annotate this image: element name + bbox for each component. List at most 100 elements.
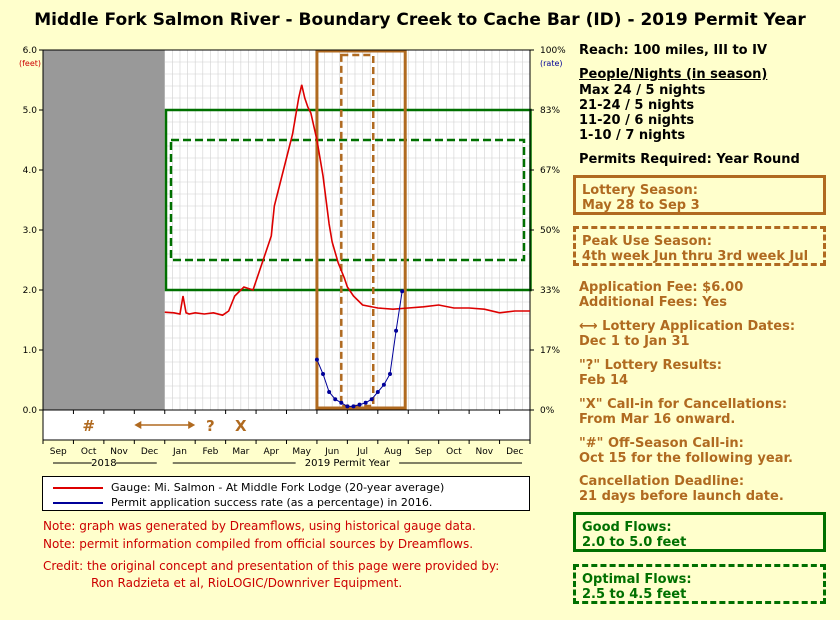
y2-tick-label: 50% bbox=[540, 226, 560, 236]
info-additional-fees: Additional Fees: Yes bbox=[579, 295, 727, 310]
x-tick-label: Sep bbox=[415, 447, 432, 457]
good-flows-title: Good Flows: bbox=[582, 520, 672, 535]
y-tick-label: 1.0 bbox=[23, 346, 38, 356]
double-arrow-icon: ⟷ bbox=[579, 319, 598, 334]
x-tick-label: Feb bbox=[202, 447, 218, 457]
info-people-1: Max 24 / 5 nights bbox=[579, 83, 706, 98]
info-people-4: 1-10 / 7 nights bbox=[579, 128, 686, 143]
permit-point bbox=[387, 372, 392, 376]
off-season-shade bbox=[43, 50, 165, 410]
info-results-date: Feb 14 bbox=[579, 373, 629, 388]
permit-point bbox=[381, 382, 386, 387]
info-app-fee: Application Fee: $6.00 bbox=[579, 280, 744, 295]
x-tick-label: Nov bbox=[476, 447, 494, 457]
y-tick-label: 2.0 bbox=[23, 286, 38, 296]
x-tick-label: Dec bbox=[141, 447, 158, 457]
legend-permit-swatch bbox=[53, 502, 103, 504]
legend-permit-label: Permit application success rate (as a pe… bbox=[111, 496, 433, 509]
peak-use-dates: 4th week Jun thru 3rd week Jul bbox=[582, 249, 809, 264]
app-dates-title-text: Lottery Application Dates: bbox=[602, 319, 796, 334]
permit-point bbox=[339, 400, 344, 405]
y2-axis-label: (rate) bbox=[540, 59, 563, 68]
info-app-dates-title: ⟷ Lottery Application Dates: bbox=[579, 319, 795, 334]
info-callin-date: From Mar 16 onward. bbox=[579, 412, 736, 427]
x-tick-label: Jun bbox=[324, 447, 339, 457]
legend-gauge-swatch bbox=[53, 487, 103, 489]
legend-gauge: Gauge: Mi. Salmon - At Middle Fork Lodge… bbox=[53, 481, 444, 494]
info-deadline-date: 21 days before launch date. bbox=[579, 489, 784, 504]
info-app-dates: Dec 1 to Jan 31 bbox=[579, 334, 690, 349]
x-tick-label: May bbox=[292, 447, 311, 457]
y-tick-label: 4.0 bbox=[23, 166, 38, 176]
info-people-3: 11-20 / 6 nights bbox=[579, 113, 695, 128]
gauge-line bbox=[164, 84, 530, 317]
permit-point bbox=[314, 357, 319, 362]
permit-point bbox=[321, 372, 326, 376]
application-arrow-left bbox=[134, 421, 142, 429]
note-permit: Note: permit information compiled from o… bbox=[43, 537, 474, 551]
info-offseason-title: "#" Off-Season Call-in: bbox=[579, 436, 744, 451]
group-label-2018: 2018 bbox=[91, 458, 116, 469]
permit-point bbox=[333, 397, 338, 402]
note-gauge: Note: graph was generated by Dreamflows,… bbox=[43, 519, 476, 533]
x-tick-label: Oct bbox=[81, 447, 97, 457]
x-tick-label: Mar bbox=[232, 447, 249, 457]
y-tick-label: 3.0 bbox=[23, 226, 38, 236]
legend-gauge-label: Gauge: Mi. Salmon - At Middle Fork Lodge… bbox=[111, 481, 445, 494]
good-flows-box: Good Flows: 2.0 to 5.0 feet bbox=[573, 512, 826, 552]
permit-point bbox=[363, 400, 368, 405]
permit-point bbox=[375, 390, 380, 394]
cancellation-marker: X bbox=[235, 417, 247, 435]
permit-point bbox=[400, 289, 405, 294]
x-tick-label: Jul bbox=[356, 447, 368, 457]
results-marker: ? bbox=[206, 417, 215, 435]
group-label-2019: 2019 Permit Year bbox=[305, 458, 391, 469]
x-tick-label: Jan bbox=[172, 447, 187, 457]
permit-point bbox=[327, 390, 332, 394]
permit-point bbox=[345, 404, 350, 409]
peak-use-title: Peak Use Season: bbox=[582, 234, 712, 249]
optimal-flows-zone bbox=[169, 138, 526, 262]
note-credit: Credit: the original concept and present… bbox=[43, 559, 500, 573]
y-tick-label: 5.0 bbox=[23, 106, 38, 116]
y2-tick-label: 67% bbox=[540, 166, 560, 176]
info-callin-title: "X" Call-in for Cancellations: bbox=[579, 397, 788, 412]
permit-point bbox=[394, 328, 399, 333]
chart-legend: Gauge: Mi. Salmon - At Middle Fork Lodge… bbox=[42, 476, 530, 511]
y-tick-label: 0.0 bbox=[23, 406, 38, 416]
y2-tick-label: 0% bbox=[540, 406, 555, 416]
y2-tick-label: 83% bbox=[540, 106, 560, 116]
y2-tick-label: 33% bbox=[540, 286, 560, 296]
y2-tick-label: 17% bbox=[540, 346, 560, 356]
application-arrow-right bbox=[188, 421, 196, 429]
info-results-title: "?" Lottery Results: bbox=[579, 358, 722, 373]
legend-permit: Permit application success rate (as a pe… bbox=[53, 496, 432, 509]
info-offseason-date: Oct 15 for the following year. bbox=[579, 451, 793, 466]
x-tick-label: Sep bbox=[50, 447, 67, 457]
permit-point bbox=[357, 402, 362, 407]
info-deadline-title: Cancellation Deadline: bbox=[579, 474, 745, 489]
y2-tick-label: 100% bbox=[540, 46, 566, 56]
lottery-season-title: Lottery Season: bbox=[582, 183, 698, 198]
info-people-2: 21-24 / 5 nights bbox=[579, 98, 695, 113]
info-permits-required: Permits Required: Year Round bbox=[579, 152, 800, 167]
x-tick-label: Dec bbox=[506, 447, 523, 457]
note-credit-names: Ron Radzieta et al, RioLOGIC/Downriver E… bbox=[91, 576, 403, 590]
x-tick-label: Oct bbox=[446, 447, 462, 457]
lottery-season-box: Lottery Season: May 28 to Sep 3 bbox=[573, 175, 826, 215]
optimal-flows-title: Optimal Flows: bbox=[582, 572, 692, 587]
permit-point bbox=[351, 404, 356, 409]
optimal-flows-range: 2.5 to 4.5 feet bbox=[582, 587, 687, 602]
peak-use-zone bbox=[340, 53, 375, 408]
offseason-marker: # bbox=[82, 417, 95, 435]
x-tick-label: Apr bbox=[263, 447, 279, 457]
lottery-season-dates: May 28 to Sep 3 bbox=[582, 198, 700, 213]
y-axis-label: (feet) bbox=[19, 59, 41, 68]
permit-point bbox=[369, 397, 374, 402]
lottery-season-zone bbox=[315, 49, 407, 410]
optimal-flows-box: Optimal Flows: 2.5 to 4.5 feet bbox=[573, 564, 826, 604]
x-tick-label: Nov bbox=[110, 447, 128, 457]
y-tick-label: 6.0 bbox=[23, 46, 38, 56]
info-reach: Reach: 100 miles, III to IV bbox=[579, 43, 768, 58]
